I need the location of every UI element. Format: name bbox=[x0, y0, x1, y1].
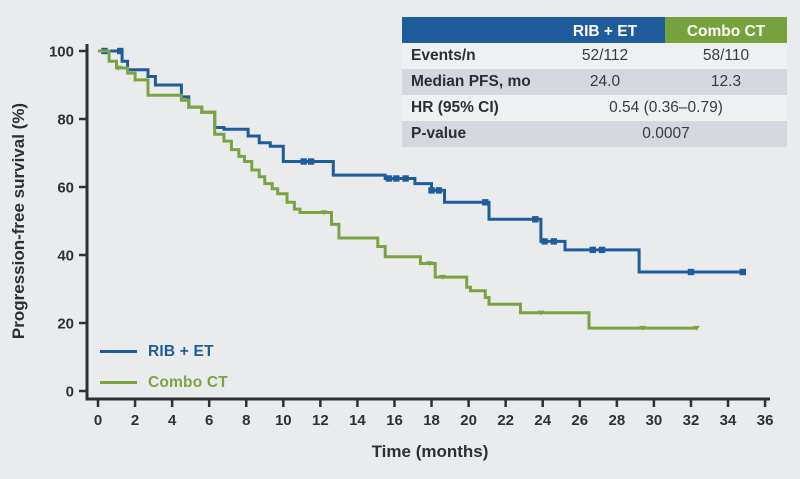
table-row-label: HR (95% CI) bbox=[402, 95, 545, 121]
y-tick-label: 40 bbox=[57, 248, 74, 265]
censor-mark-square bbox=[482, 199, 489, 206]
x-tick-label: 10 bbox=[275, 412, 292, 429]
censor-mark-tick bbox=[426, 261, 434, 267]
chart-legend: RIB + ET Combo CT bbox=[100, 336, 228, 398]
censor-mark-square bbox=[402, 175, 409, 182]
x-tick-label: 2 bbox=[131, 412, 139, 429]
legend-label-combo-ct: Combo CT bbox=[148, 373, 228, 391]
x-tick-label: 8 bbox=[242, 412, 250, 429]
censor-mark-square bbox=[307, 158, 315, 165]
table-row-value-span: 0.0007 bbox=[545, 121, 787, 147]
table-row-value: 52/112 bbox=[545, 43, 665, 69]
x-tick-label: 32 bbox=[683, 412, 700, 429]
censor-mark-tick bbox=[639, 325, 647, 331]
censor-mark-tick bbox=[320, 210, 328, 216]
censor-mark-square bbox=[687, 268, 695, 276]
survival-curves bbox=[98, 47, 747, 331]
x-tick-label: 4 bbox=[168, 412, 177, 429]
censor-mark-square bbox=[589, 246, 596, 254]
x-tick-label: 30 bbox=[646, 412, 663, 429]
x-tick-label: 26 bbox=[571, 412, 588, 429]
censor-mark-square bbox=[300, 158, 307, 165]
x-tick-label: 20 bbox=[460, 412, 477, 429]
x-tick-label: 34 bbox=[720, 412, 737, 429]
legend-item-combo-ct: Combo CT bbox=[100, 367, 228, 398]
x-tick-label: 22 bbox=[497, 412, 514, 429]
x-axis-title: Time (months) bbox=[372, 442, 489, 461]
x-tick-label: 14 bbox=[349, 412, 366, 429]
combo-ct-curve bbox=[98, 49, 697, 330]
x-tick-label: 36 bbox=[757, 412, 774, 429]
rib-et-line-swatch bbox=[100, 349, 137, 354]
table-row-value: 58/110 bbox=[665, 43, 787, 69]
table-row-label: Events/n bbox=[402, 43, 545, 69]
table-header-rib-et: RIB + ET bbox=[545, 17, 665, 47]
legend-label-rib-et: RIB + ET bbox=[148, 342, 214, 360]
axes: 0 2 4 6 8 10 12 14 16 18 20 22 24 26 28 30 32 34 360204060… bbox=[49, 44, 773, 430]
table-header-combo-ct: Combo CT bbox=[665, 17, 787, 47]
censor-mark-square bbox=[541, 238, 548, 245]
table-row-value-span: 0.54 (0.36–0.79) bbox=[545, 95, 787, 121]
table-row-value: 24.0 bbox=[545, 69, 665, 95]
censor-mark-square bbox=[598, 246, 606, 254]
censor-mark-square bbox=[739, 268, 747, 276]
censor-mark-tick bbox=[537, 310, 545, 316]
censor-mark-square bbox=[385, 175, 393, 182]
table-row-label: P-value bbox=[402, 121, 545, 147]
x-tick-label: 0 bbox=[94, 412, 102, 429]
y-axis-title: Progression-free survival (%) bbox=[9, 103, 28, 339]
censor-mark-tick bbox=[693, 325, 701, 331]
combo-ct-line-swatch bbox=[100, 380, 137, 385]
x-tick-label: 16 bbox=[386, 412, 403, 429]
censor-mark-square bbox=[117, 47, 124, 55]
censor-mark-square bbox=[532, 216, 539, 223]
censor-mark-square bbox=[550, 238, 558, 245]
table-row-value: 12.3 bbox=[665, 69, 787, 95]
censor-mark-square bbox=[393, 175, 400, 182]
censor-mark-square bbox=[435, 187, 443, 194]
censor-mark-tick bbox=[114, 65, 122, 71]
x-tick-label: 12 bbox=[312, 412, 329, 429]
legend-item-rib-et: RIB + ET bbox=[100, 336, 228, 367]
y-tick-label: 20 bbox=[57, 316, 74, 333]
censor-mark-tick bbox=[439, 274, 447, 280]
table-row-label: Median PFS, mo bbox=[402, 69, 545, 95]
table-header-empty bbox=[402, 17, 545, 47]
statistics-table: RIB + ET Combo CT Events/n 52/112 58/110 Me… bbox=[402, 17, 787, 147]
y-tick-label: 80 bbox=[57, 112, 74, 129]
y-tick-label: 100 bbox=[49, 44, 74, 61]
x-tick-label: 28 bbox=[608, 412, 625, 429]
censor-mark-square bbox=[428, 187, 435, 194]
y-tick-label: 60 bbox=[57, 180, 74, 197]
x-tick-label: 18 bbox=[423, 412, 440, 429]
x-tick-label: 6 bbox=[205, 412, 213, 429]
y-tick-label: 0 bbox=[66, 384, 74, 401]
rib-et-curve bbox=[98, 49, 743, 274]
x-tick-label: 24 bbox=[534, 412, 551, 429]
